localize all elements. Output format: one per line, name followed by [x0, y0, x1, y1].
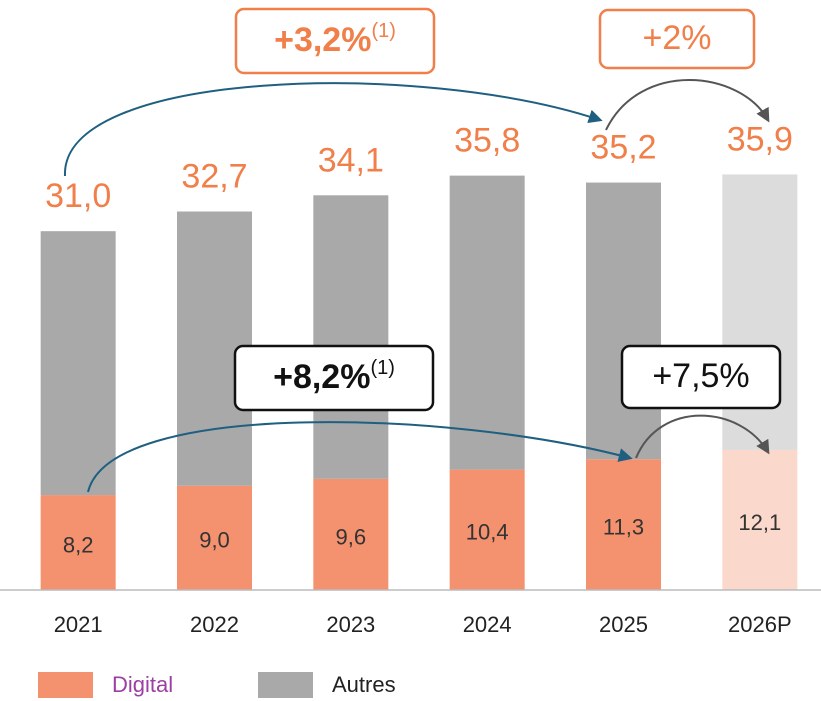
- x-tick-label: 2021: [54, 612, 103, 637]
- x-tick-label: 2023: [326, 612, 375, 637]
- bar-segment: [449, 469, 525, 590]
- legend-label: Digital: [112, 672, 173, 697]
- annotation: +8,2%(1): [273, 357, 395, 396]
- bar-segment: [586, 182, 661, 460]
- legend-label: Autres: [332, 672, 396, 697]
- data-label: 9,0: [199, 528, 230, 553]
- bar-segment: [313, 478, 389, 590]
- x-tick-label: 2024: [463, 612, 512, 637]
- data-label: 8,2: [63, 532, 94, 557]
- bar-segment: [40, 495, 116, 590]
- total-label: 35,2: [590, 129, 656, 167]
- legend-swatch: [38, 672, 93, 698]
- data-label: 9,6: [336, 524, 367, 549]
- bar-segment: [313, 195, 389, 479]
- arrow: [63, 82, 603, 177]
- bar-segment: [177, 485, 252, 590]
- total-label: 35,9: [727, 120, 793, 158]
- annotation: +3,2%(1): [274, 20, 396, 59]
- arrow: [87, 421, 633, 493]
- total-label: 32,7: [181, 157, 247, 195]
- bar-segment: [449, 175, 525, 470]
- total-label: 31,0: [45, 177, 111, 215]
- x-tick-label: 2025: [599, 612, 648, 637]
- data-label: 10,4: [466, 520, 509, 545]
- bar-segment: [586, 459, 661, 590]
- data-label: 11,3: [603, 514, 644, 539]
- x-tick-label: 2026P: [728, 612, 792, 637]
- annotation: +7,5%: [652, 357, 749, 395]
- arrow: [605, 79, 770, 131]
- annotation: +2%: [643, 19, 712, 57]
- annotation-box: [233, 344, 435, 412]
- total-label: 34,1: [318, 141, 384, 179]
- bar-segment: [40, 231, 116, 496]
- legend-swatch: [258, 672, 313, 698]
- bar-segment: [722, 449, 798, 590]
- annotation-box: [598, 8, 756, 70]
- total-label: 35,8: [454, 122, 520, 160]
- data-label: 12,1: [738, 510, 781, 535]
- annotation-box: [234, 7, 436, 75]
- arrow: [635, 414, 770, 459]
- annotation-box: [620, 344, 782, 410]
- x-tick-label: 2022: [190, 612, 239, 637]
